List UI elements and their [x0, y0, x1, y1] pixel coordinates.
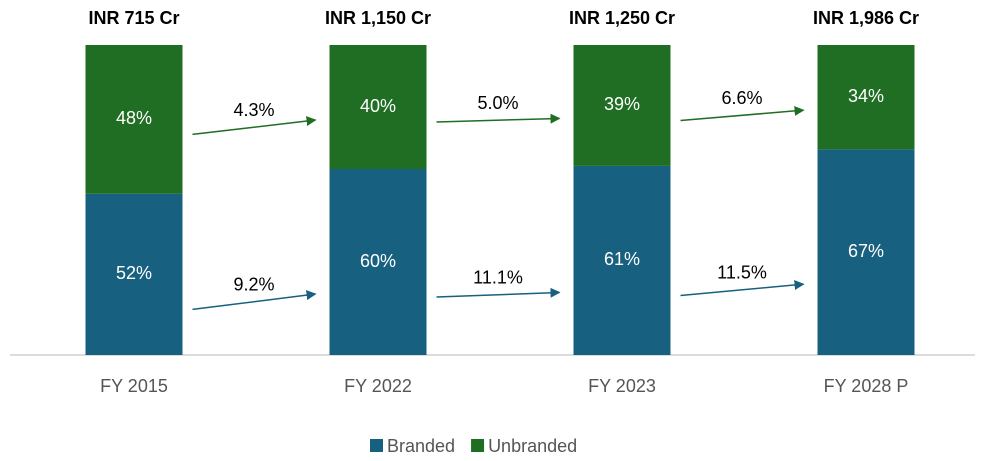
data-label: 67%	[848, 241, 884, 261]
legend-swatch	[471, 439, 485, 452]
bar-segment	[817, 149, 915, 355]
growth-arrow	[680, 105, 805, 122]
growth-label: 5.0%	[477, 93, 518, 113]
growth-arrow	[436, 287, 561, 298]
bar-segment	[85, 193, 183, 355]
data-label: 48%	[116, 108, 152, 128]
growth-label: 6.6%	[721, 88, 762, 108]
growth-label: 11.5%	[717, 263, 767, 283]
growth-label: 4.3%	[233, 100, 274, 120]
x-tick-label: FY 2028 P	[824, 376, 909, 396]
growth-arrow	[192, 116, 317, 136]
growth-arrow	[192, 290, 317, 311]
data-label: 61%	[604, 249, 640, 269]
data-label: 39%	[604, 94, 640, 114]
x-tick-label: FY 2023	[588, 376, 656, 396]
legend-swatch	[370, 439, 383, 452]
bar-segment	[329, 45, 427, 169]
total-label: INR 1,250 Cr	[569, 8, 675, 28]
growth-arrow	[680, 280, 805, 297]
x-tick-label: FY 2022	[344, 376, 412, 396]
data-label: 34%	[848, 86, 884, 106]
growth-arrow	[436, 113, 561, 124]
total-label: INR 1,986 Cr	[813, 8, 919, 28]
bar-segment	[329, 169, 427, 355]
legend-label: Branded	[387, 436, 455, 456]
legend-label: Unbranded	[488, 436, 577, 456]
total-label: INR 1,150 Cr	[325, 8, 431, 28]
data-label: 40%	[360, 96, 396, 116]
bar-segment	[817, 45, 915, 150]
bar-segment	[573, 45, 671, 166]
total-label: INR 715 Cr	[88, 8, 179, 28]
data-label: 52%	[116, 263, 152, 283]
x-tick-label: FY 2015	[100, 376, 168, 396]
growth-label: 9.2%	[233, 274, 274, 294]
bar-segment	[85, 45, 183, 194]
data-label: 60%	[360, 251, 396, 271]
bar-segment	[573, 165, 671, 355]
growth-label: 11.1%	[473, 267, 523, 287]
